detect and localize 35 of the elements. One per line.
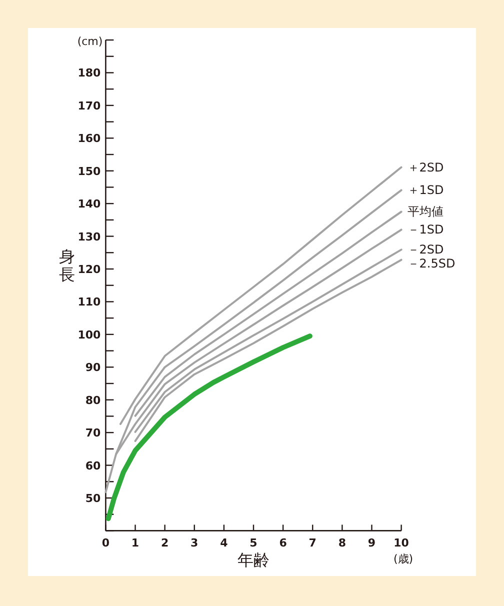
y-axis-title: 身長 — [59, 247, 75, 284]
x-tick-label: 10 — [394, 536, 410, 550]
series-label: －1SD — [407, 222, 444, 237]
y-tick-label: 100 — [78, 328, 102, 342]
y-tick-label: 60 — [85, 459, 102, 472]
y-tick-label: 90 — [85, 361, 102, 374]
x-tick-label: 9 — [368, 536, 376, 550]
y-tick-label: 80 — [85, 394, 102, 407]
y-tick-label: 120 — [78, 262, 102, 276]
x-tick-label: 8 — [338, 536, 346, 550]
x-tick-label: 4 — [220, 536, 228, 550]
series-label: 平均値 — [407, 204, 444, 219]
y-tick-label: 150 — [78, 164, 102, 178]
y-tick-label: 160 — [78, 132, 102, 146]
series-label: －2SD — [407, 242, 444, 257]
x-tick-label: 1 — [131, 536, 140, 550]
x-axis-title: 年齢 — [238, 550, 270, 570]
y-tick-label: 110 — [78, 296, 102, 309]
x-tick-label: 7 — [308, 536, 316, 550]
series-label: ＋1SD — [407, 183, 444, 198]
x-tick-label: 0 — [102, 536, 110, 550]
y-tick-label: 170 — [78, 99, 102, 112]
y-tick-label: 180 — [78, 66, 102, 80]
x-tick-label: 2 — [160, 536, 169, 550]
x-tick-label: 3 — [190, 536, 198, 550]
y-tick-label: 130 — [78, 230, 102, 244]
y-tick-label: 50 — [85, 492, 102, 505]
series-label: ＋2SD — [407, 160, 444, 174]
text: (cm) — [77, 35, 103, 48]
x-tick-label: 5 — [250, 536, 258, 550]
text: (歳) — [394, 552, 414, 566]
y-tick-label: 140 — [78, 198, 102, 211]
x-tick-label: 6 — [279, 536, 288, 550]
series-label: －2.5SD — [407, 256, 456, 271]
y-tick-label: 70 — [85, 426, 102, 440]
